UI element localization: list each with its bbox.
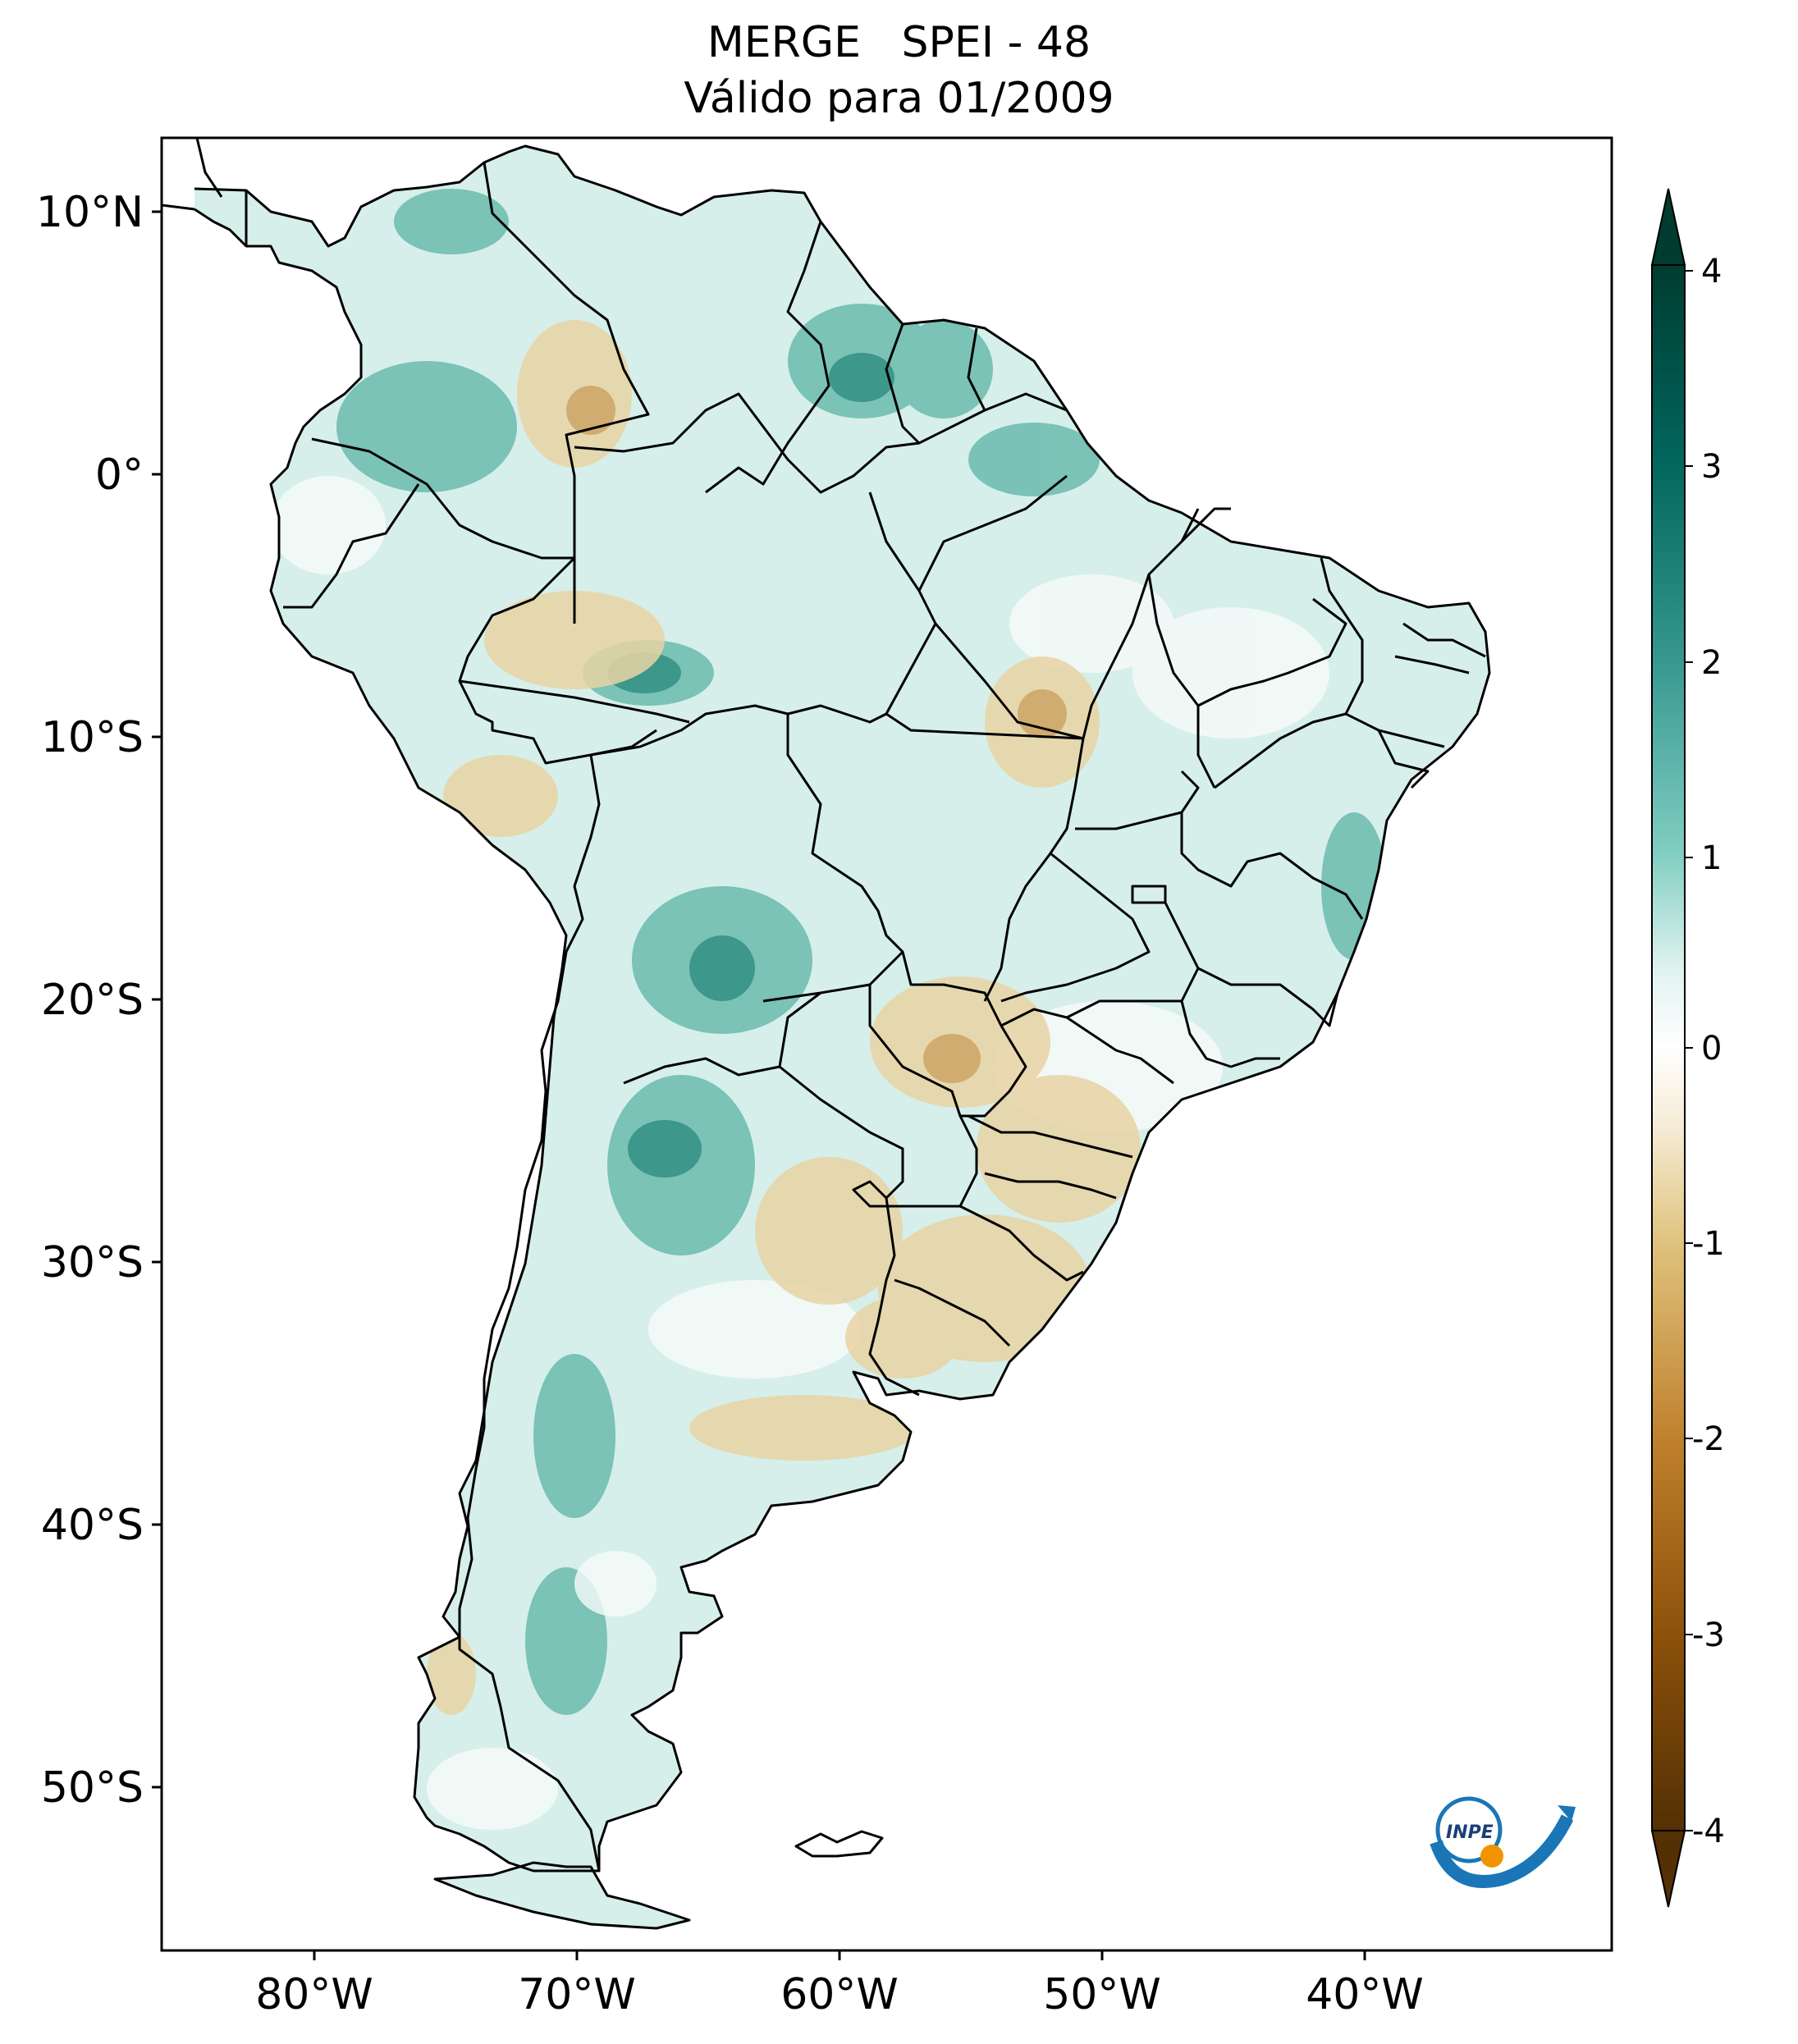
colorbar: 4 3 2 1 0 -1 -2 -3 -4 bbox=[1650, 188, 1725, 1908]
lat-tick-label: 20°S bbox=[41, 976, 144, 1025]
lat-tick-label: 40°S bbox=[41, 1501, 144, 1550]
inpe-logo-icon: INPE bbox=[1430, 1796, 1576, 1888]
lon-axis bbox=[313, 1950, 1366, 1960]
map-title-line2: Válido para 01/2009 bbox=[684, 74, 1114, 123]
colorbar-tick-label: -4 bbox=[1692, 1813, 1725, 1850]
colorbar-tick-label: 2 bbox=[1701, 644, 1722, 682]
colorbar-tick-label: -1 bbox=[1692, 1225, 1725, 1263]
lat-tick-label: 0° bbox=[95, 450, 144, 500]
coastline bbox=[194, 144, 1491, 1873]
map-title-line1: MERGE SPEI - 48 bbox=[707, 18, 1091, 67]
colorbar-tick-label: 1 bbox=[1701, 839, 1722, 877]
lon-tick-label: 70°W bbox=[518, 1970, 636, 2019]
lat-tick-label: 50°S bbox=[41, 1763, 144, 1813]
lon-tick-label: 50°W bbox=[1043, 1970, 1161, 2019]
colorbar-tick-label: 3 bbox=[1701, 448, 1722, 486]
colorbar-tick-label: 4 bbox=[1701, 253, 1722, 290]
colorbar-gradient bbox=[1651, 264, 1686, 1831]
lon-tick-label: 60°W bbox=[780, 1970, 899, 2019]
colorbar-extend-min bbox=[1650, 1830, 1686, 1908]
colorbar-tick-label: -2 bbox=[1692, 1420, 1725, 1458]
tierra-del-fuego bbox=[433, 1861, 691, 1930]
colorbar-extend-max bbox=[1650, 188, 1686, 266]
lat-tick-label: 10°S bbox=[41, 713, 144, 762]
falklands bbox=[794, 1830, 884, 1858]
lat-axis bbox=[152, 210, 162, 1789]
colorbar-tick-label: -3 bbox=[1692, 1616, 1725, 1654]
borders bbox=[162, 138, 1491, 1930]
lon-tick-label: 40°W bbox=[1306, 1970, 1424, 2019]
lat-tick-label: 10°N bbox=[36, 188, 144, 237]
lat-tick-label: 30°S bbox=[41, 1238, 144, 1287]
colorbar-tick-label: 0 bbox=[1701, 1030, 1722, 1068]
inpe-logo-text: INPE bbox=[1446, 1822, 1494, 1843]
lon-tick-label: 80°W bbox=[255, 1970, 373, 2019]
